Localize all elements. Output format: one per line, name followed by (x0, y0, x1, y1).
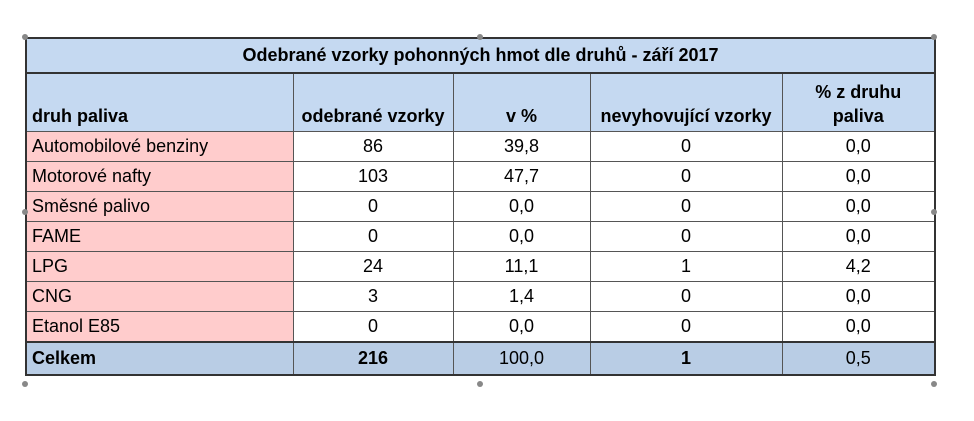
samples-value: 103 (292, 161, 454, 192)
header-noncompliant: nevyhovující vzorky (589, 72, 783, 132)
samples-value: 86 (292, 131, 454, 162)
percent-of-type-value: 0,0 (781, 131, 937, 162)
total-percent-of-type: 0,5 (781, 341, 937, 376)
header-samples: odebrané vzorky (292, 72, 454, 132)
percent-value: 47,7 (452, 161, 591, 192)
resize-handle-middle-left[interactable] (22, 209, 28, 215)
resize-handle-top-left[interactable] (22, 34, 28, 40)
resize-handle-top-center[interactable] (477, 34, 483, 40)
percent-value: 1,4 (452, 281, 591, 312)
table-row: Automobilové benziny 86 39,8 0 0,0 (25, 131, 937, 162)
resize-handle-middle-right[interactable] (931, 209, 937, 215)
fuel-name: FAME (25, 221, 294, 252)
percent-of-type-value: 0,0 (781, 221, 937, 252)
table-title: Odebrané vzorky pohonných hmot dle druhů… (24, 37, 937, 74)
total-row: Celkem 216 100,0 1 0,5 (25, 341, 937, 376)
table-row: LPG 24 11,1 1 4,2 (25, 251, 937, 282)
fuel-name: Etanol E85 (25, 311, 294, 343)
header-row: druh paliva odebrané vzorky v % nevyhovu… (25, 72, 937, 132)
samples-value: 24 (292, 251, 454, 282)
fuel-name: Motorové nafty (25, 161, 294, 192)
fuel-name: CNG (25, 281, 294, 312)
header-percent-of-type: % z druhu paliva (781, 72, 937, 132)
noncompliant-value: 0 (589, 131, 783, 162)
table-row: Etanol E85 0 0,0 0 0,0 (25, 311, 937, 343)
noncompliant-value: 0 (589, 191, 783, 222)
header-percent: v % (452, 72, 591, 132)
samples-value: 0 (292, 191, 454, 222)
fuel-name: Automobilové benziny (25, 131, 294, 162)
noncompliant-value: 0 (589, 221, 783, 252)
percent-of-type-value: 0,0 (781, 281, 937, 312)
percent-value: 0,0 (452, 311, 591, 343)
resize-handle-bottom-center[interactable] (477, 381, 483, 387)
total-label: Celkem (25, 341, 294, 376)
table-row: Směsné palivo 0 0,0 0 0,0 (25, 191, 937, 222)
table-row: CNG 3 1,4 0 0,0 (25, 281, 937, 312)
fuel-samples-table: Odebrané vzorky pohonných hmot dle druhů… (24, 37, 937, 376)
resize-handle-bottom-left[interactable] (22, 381, 28, 387)
noncompliant-value: 0 (589, 311, 783, 343)
percent-of-type-value: 0,0 (781, 191, 937, 222)
percent-value: 0,0 (452, 191, 591, 222)
noncompliant-value: 1 (589, 251, 783, 282)
percent-of-type-value: 0,0 (781, 161, 937, 192)
fuel-name: LPG (25, 251, 294, 282)
samples-value: 3 (292, 281, 454, 312)
samples-value: 0 (292, 221, 454, 252)
percent-of-type-value: 0,0 (781, 311, 937, 343)
total-percent: 100,0 (452, 341, 591, 376)
percent-value: 39,8 (452, 131, 591, 162)
total-samples: 216 (292, 341, 454, 376)
resize-handle-top-right[interactable] (931, 34, 937, 40)
percent-value: 0,0 (452, 221, 591, 252)
table-title-row: Odebrané vzorky pohonných hmot dle druhů… (24, 37, 937, 74)
noncompliant-value: 0 (589, 161, 783, 192)
resize-handle-bottom-right[interactable] (931, 381, 937, 387)
header-fuel-type: druh paliva (25, 72, 294, 132)
table-row: Motorové nafty 103 47,7 0 0,0 (25, 161, 937, 192)
noncompliant-value: 0 (589, 281, 783, 312)
fuel-name: Směsné palivo (25, 191, 294, 222)
percent-of-type-value: 4,2 (781, 251, 937, 282)
table-row: FAME 0 0,0 0 0,0 (25, 221, 937, 252)
percent-value: 11,1 (452, 251, 591, 282)
samples-value: 0 (292, 311, 454, 343)
total-noncompliant: 1 (589, 341, 783, 376)
